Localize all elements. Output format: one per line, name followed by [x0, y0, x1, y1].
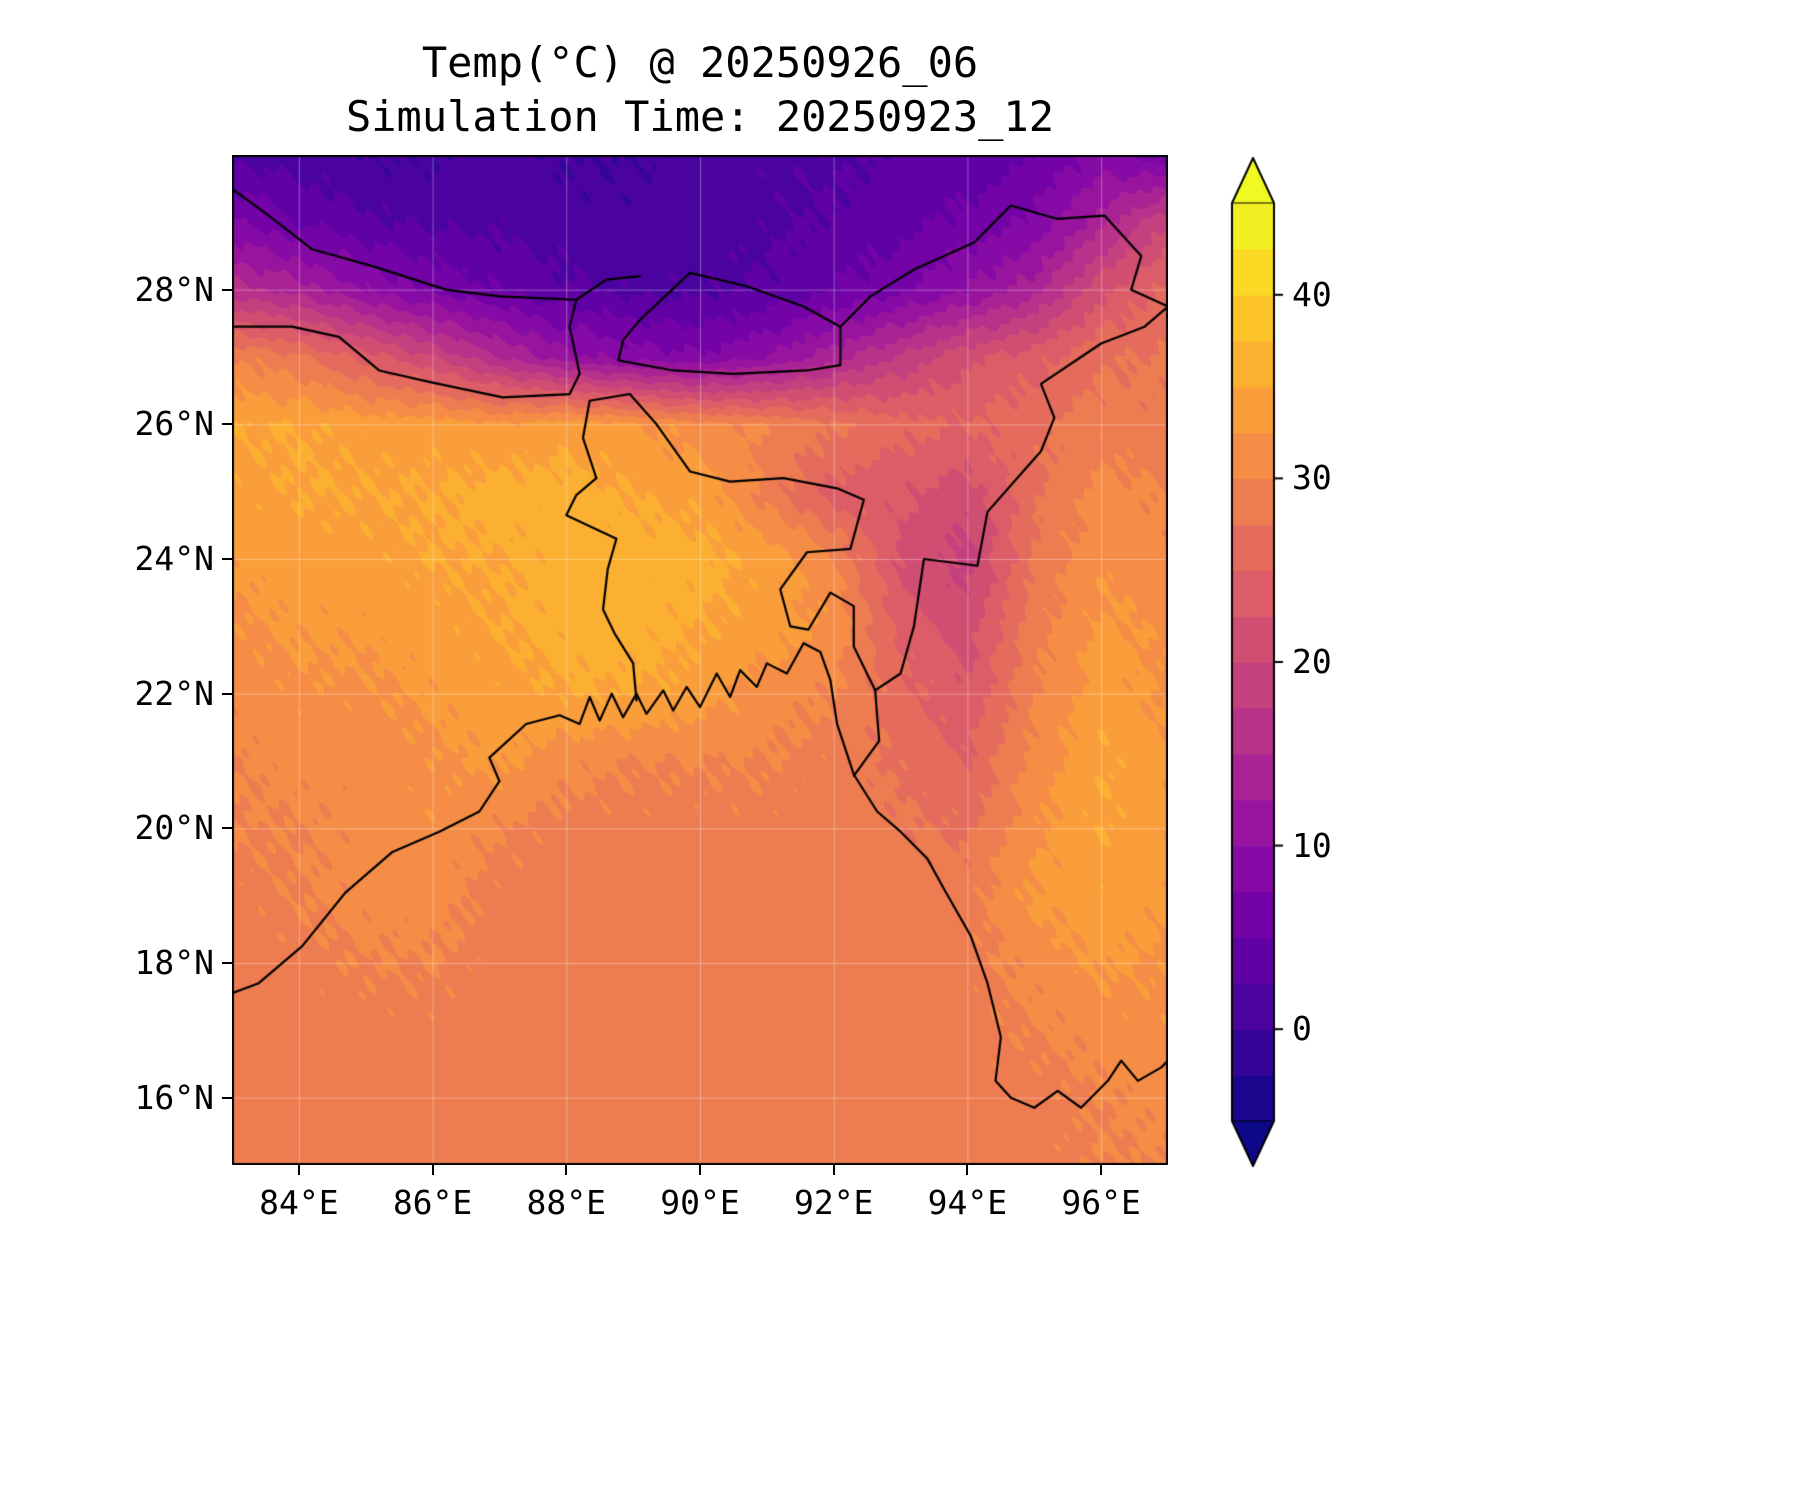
y-tick-mark: [222, 288, 232, 291]
x-tick-label: 96°E: [1061, 1183, 1141, 1222]
y-tick-label: 28°N: [134, 269, 214, 309]
x-tick-label: 84°E: [259, 1183, 339, 1222]
colorbar-tick-label: 30: [1292, 458, 1332, 498]
colorbar-tick-label: 0: [1292, 1009, 1312, 1049]
y-tick-label: 22°N: [134, 673, 214, 713]
temperature-map: [232, 155, 1168, 1165]
x-tick-mark: [1100, 1165, 1103, 1175]
colorbar-tick-label: 20: [1292, 642, 1332, 681]
y-tick-mark: [222, 1096, 232, 1099]
y-tick-mark: [222, 692, 232, 695]
chart-title-line1: Temp(°C) @ 20250926_06: [421, 38, 979, 87]
y-tick-mark: [222, 423, 232, 426]
x-tick-label: 92°E: [793, 1183, 874, 1222]
x-tick-mark: [565, 1165, 568, 1175]
x-tick-mark: [431, 1165, 434, 1175]
colorbar-tick-label: 40: [1292, 274, 1332, 314]
y-tick-label: 20°N: [134, 808, 214, 848]
y-tick-mark: [222, 962, 232, 964]
x-tick-label: 86°E: [392, 1183, 473, 1222]
y-tick-label: 26°N: [134, 404, 214, 444]
y-tick-mark: [222, 558, 232, 560]
x-tick-label: 88°E: [526, 1183, 607, 1222]
colorbar-tick-label: 10: [1292, 825, 1332, 865]
y-tick-label: 24°N: [134, 539, 214, 578]
y-tick-label: 18°N: [134, 943, 214, 982]
x-tick-label: 94°E: [927, 1183, 1008, 1222]
chart-title: Temp(°C) @ 20250926_06 Simulation Time: …: [232, 36, 1168, 144]
x-tick-mark: [832, 1165, 835, 1175]
colorbar: [1220, 150, 1390, 1180]
x-tick-mark: [297, 1165, 300, 1175]
x-tick-mark: [699, 1165, 701, 1175]
chart-title-line2: Simulation Time: 20250923_12: [345, 92, 1054, 141]
y-tick-label: 16°N: [134, 1077, 214, 1117]
x-tick-mark: [966, 1165, 969, 1175]
y-tick-mark: [222, 827, 232, 830]
x-tick-label: 90°E: [660, 1183, 740, 1222]
